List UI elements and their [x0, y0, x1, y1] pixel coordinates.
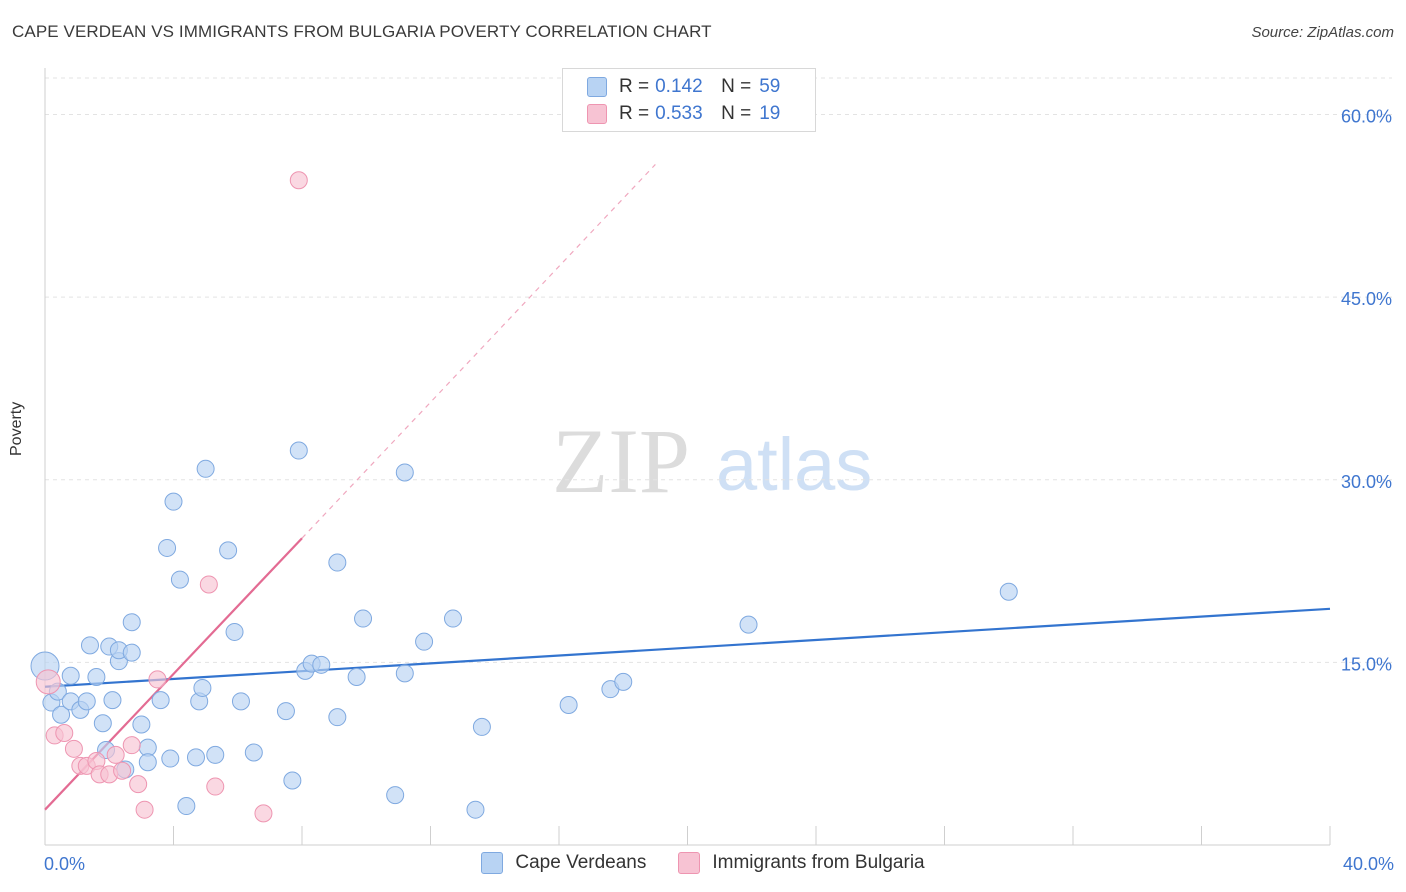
gridlines: [45, 77, 1392, 663]
bulgaria-point: [106, 745, 125, 764]
cape-verdean-point: [122, 643, 141, 662]
legend-label: Cape Verdeans: [515, 852, 647, 873]
legend-row-bulgaria: R = 0.533 N = 19: [587, 102, 780, 126]
r-value: 0.142: [655, 76, 703, 97]
bulgaria-point: [55, 723, 74, 742]
cape-verdean-point: [443, 609, 462, 628]
r-value: 0.533: [655, 103, 703, 124]
n-label: N =: [721, 76, 752, 97]
cape-verdean-point: [103, 691, 122, 710]
watermark-zip: ZIP: [552, 410, 690, 512]
y-tick-label: 30.0%: [1341, 472, 1392, 492]
correlation-legend: R = 0.142 N = 59 R = 0.533 N = 19: [562, 68, 816, 132]
cape-verdean-point: [347, 667, 366, 686]
bulgaria-point: [254, 804, 273, 823]
cape-verdean-point: [80, 636, 99, 655]
bulgaria-point: [35, 669, 61, 695]
legend-row-cape-verdeans: R = 0.142 N = 59: [587, 75, 780, 99]
n-value: 19: [759, 103, 781, 124]
cape-verdean-point: [395, 664, 414, 683]
cape-verdean-point: [196, 459, 215, 478]
cape-verdean-point: [77, 692, 96, 711]
pink-swatch-icon: [587, 104, 607, 124]
cape-verdean-point: [138, 753, 157, 772]
cape-verdean-point: [312, 655, 331, 674]
cape-verdean-point: [386, 786, 405, 805]
bulgaria-point: [113, 761, 132, 780]
cape-verdean-point: [225, 622, 244, 641]
axes: [44, 68, 1331, 846]
cape-verdean-point: [559, 695, 578, 714]
y-tick-label: 45.0%: [1341, 289, 1392, 309]
r-label: R =: [619, 76, 650, 97]
cape-verdean-point: [177, 797, 196, 816]
bulgaria-point: [64, 739, 83, 758]
cape-verdean-point: [93, 714, 112, 733]
watermark-atlas: atlas: [716, 423, 872, 506]
y-tick-label: 60.0%: [1341, 107, 1392, 127]
pink-swatch-icon: [678, 852, 701, 874]
x-tick-label: 40.0%: [1343, 854, 1394, 874]
legend-label: Immigrants from Bulgaria: [712, 852, 925, 873]
cape-verdean-point: [999, 582, 1018, 601]
cape-verdean-point: [395, 463, 414, 482]
bulgaria-point: [122, 736, 141, 755]
cape-verdean-point: [186, 748, 205, 767]
bulgaria-point: [129, 775, 148, 794]
cape-verdean-point: [219, 541, 238, 560]
series-legend: Cape Verdeans Immigrants from Bulgaria: [0, 852, 1406, 874]
cape-verdean-point: [52, 705, 71, 724]
bulgaria-point: [148, 670, 167, 689]
cape-verdean-point: [328, 708, 347, 727]
cape-verdean-point: [283, 771, 302, 790]
r-label: R =: [619, 103, 650, 124]
cape-verdean-point: [614, 672, 633, 691]
y-axis-label: Poverty: [8, 401, 25, 456]
blue-swatch-icon: [481, 852, 504, 874]
cape-verdean-point: [415, 632, 434, 651]
cape-verdean-point: [61, 666, 80, 685]
n-value: 59: [759, 76, 781, 97]
watermark: ZIP atlas: [552, 410, 872, 512]
cape-verdean-point: [354, 609, 373, 628]
cape-verdean-point: [193, 678, 212, 697]
cape-verdean-point: [328, 553, 347, 572]
cape-verdean-point: [151, 691, 170, 710]
cape-verdean-point: [739, 615, 758, 634]
y-tick-label: 15.0%: [1341, 654, 1392, 674]
legend-item-cape-verdeans: Cape Verdeans: [481, 852, 646, 874]
cape-verdean-point: [244, 743, 263, 762]
cape-verdean-point: [231, 692, 250, 711]
cape-verdean-point: [472, 717, 491, 736]
cape-verdean-point: [122, 613, 141, 632]
cape-verdean-trend-line: [44, 607, 1331, 688]
cape-verdean-point: [164, 492, 183, 511]
x-tick-label: 0.0%: [44, 854, 85, 874]
n-label: N =: [721, 103, 752, 124]
bulgaria-point: [135, 800, 154, 819]
cape-verdean-point: [132, 715, 151, 734]
source-label: Source: ZipAtlas.com: [1251, 24, 1394, 41]
bulgaria-point: [199, 575, 218, 594]
bulgaria-point: [289, 171, 308, 190]
cape-verdean-point: [87, 667, 106, 686]
cape-verdean-point: [170, 570, 189, 589]
blue-swatch-icon: [587, 77, 607, 97]
cape-verdean-point: [206, 745, 225, 764]
tick-labels: 15.0% 30.0% 45.0% 60.0% 0.0% 40.0%: [44, 107, 1394, 874]
cape-verdean-point: [161, 749, 180, 768]
legend-item-bulgaria: Immigrants from Bulgaria: [678, 852, 925, 874]
cape-verdean-point: [466, 800, 485, 819]
data-points: [30, 171, 1018, 823]
chart-title: CAPE VERDEAN VS IMMIGRANTS FROM BULGARIA…: [12, 22, 712, 41]
cape-verdean-point: [276, 702, 295, 721]
cape-verdean-point: [158, 538, 177, 557]
cape-verdean-point: [289, 441, 308, 460]
bulgaria-point: [206, 777, 225, 796]
